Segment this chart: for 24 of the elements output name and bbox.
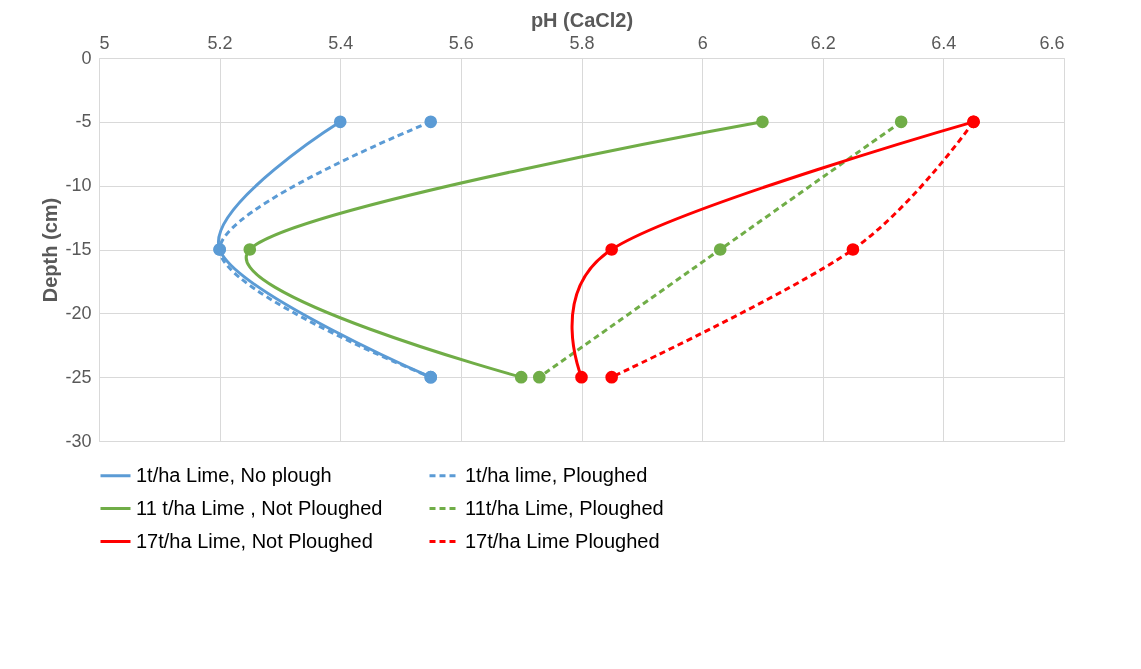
legend-label: 11 t/ha Lime , Not Ploughed — [136, 496, 383, 519]
legend-label: 11t/ha Lime, Ploughed — [465, 496, 664, 519]
y-tick-label: -10 — [65, 175, 92, 196]
legend-label: 1t/ha Lime, No plough — [136, 463, 332, 486]
x-tick-label: 6 — [697, 32, 708, 53]
legend-label: 17t/ha Lime, Not Ploughed — [136, 529, 373, 552]
legend-label: 1t/ha lime, Ploughed — [465, 463, 648, 486]
y-tick-label: -5 — [75, 111, 92, 132]
x-tick-label: 5.8 — [569, 32, 595, 53]
x-tick-label: 5.6 — [448, 32, 474, 53]
x-tick-label: 5.2 — [207, 32, 233, 53]
legend-label: 17t/ha Lime Ploughed — [465, 529, 660, 552]
y-tick-label: -15 — [65, 239, 92, 259]
y-tick-label: -20 — [65, 302, 92, 323]
x-tick-label: 5 — [99, 32, 110, 53]
y-tick-label: 0 — [81, 47, 92, 68]
x-axis-title: pH (CaCl2) — [530, 8, 634, 31]
y-tick-label: -30 — [65, 430, 92, 451]
x-tick-label: 5.4 — [328, 32, 354, 53]
x-tick-label: 6.4 — [931, 32, 957, 53]
x-tick-label: 6.6 — [1039, 32, 1065, 53]
y-axis-title: Depth (cm) — [39, 197, 62, 303]
x-tick-label: 6.2 — [810, 32, 836, 53]
y-tick-label: -25 — [65, 366, 92, 387]
